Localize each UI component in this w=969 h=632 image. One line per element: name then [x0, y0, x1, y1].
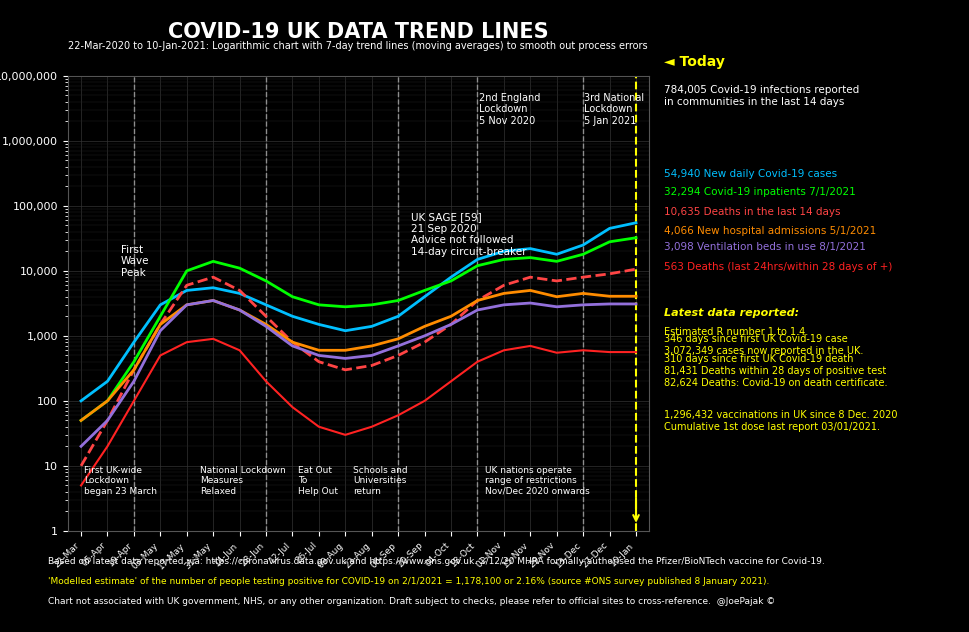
Text: Latest data reported:: Latest data reported: [664, 308, 798, 318]
Text: 563 Deaths (last 24hrs/within 28 days of +): 563 Deaths (last 24hrs/within 28 days of… [664, 262, 892, 272]
Text: Estimated R number 1 to 1.4.: Estimated R number 1 to 1.4. [664, 327, 808, 337]
Text: Schools and
Universities
return: Schools and Universities return [354, 466, 408, 495]
Text: 346 days since first UK Covid-19 case
3,072,349 cases now reported in the UK.: 346 days since first UK Covid-19 case 3,… [664, 334, 863, 356]
Text: 4,066 New hospital admissions 5/1/2021: 4,066 New hospital admissions 5/1/2021 [664, 226, 876, 236]
Text: First
Wave
Peak: First Wave Peak [121, 245, 149, 278]
Text: National Lockdown
Measures
Relaxed: National Lockdown Measures Relaxed [200, 466, 286, 495]
Text: ◄ Today: ◄ Today [664, 56, 725, 70]
Text: 1,296,432 vaccinations in UK since 8 Dec. 2020
Cumulative 1st dose last report 0: 1,296,432 vaccinations in UK since 8 Dec… [664, 410, 897, 432]
Text: First UK-wide
Lockdown
began 23 March: First UK-wide Lockdown began 23 March [83, 466, 157, 495]
Text: 3rd National
Lockdown
5 Jan 2021: 3rd National Lockdown 5 Jan 2021 [584, 93, 644, 126]
Text: 32,294 Covid-19 inpatients 7/1/2021: 32,294 Covid-19 inpatients 7/1/2021 [664, 186, 856, 197]
Text: Eat Out
To
Help Out: Eat Out To Help Out [297, 466, 338, 495]
Text: UK SAGE [59]
21 Sep 2020
Advice not followed
14-day circuit-breaker: UK SAGE [59] 21 Sep 2020 Advice not foll… [412, 212, 527, 257]
Text: 2nd England
Lockdown
5 Nov 2020: 2nd England Lockdown 5 Nov 2020 [479, 93, 540, 126]
Text: 10,635 Deaths in the last 14 days: 10,635 Deaths in the last 14 days [664, 207, 840, 217]
Text: Based on latest data reported via: https://coronavirus.data.gov.uk and https://w: Based on latest data reported via: https… [48, 557, 826, 566]
Text: 54,940 New daily Covid-19 cases: 54,940 New daily Covid-19 cases [664, 169, 837, 179]
Text: UK nations operate
range of restrictions
Nov/Dec 2020 onwards: UK nations operate range of restrictions… [485, 466, 590, 495]
Text: 3,098 Ventilation beds in use 8/1/2021: 3,098 Ventilation beds in use 8/1/2021 [664, 241, 865, 252]
Text: 784,005 Covid-19 infections reported
in communities in the last 14 days: 784,005 Covid-19 infections reported in … [664, 85, 859, 107]
Text: COVID-19 UK DATA TREND LINES: COVID-19 UK DATA TREND LINES [169, 22, 548, 42]
Text: 22-Mar-2020 to 10-Jan-2021: Logarithmic chart with 7-day trend lines (moving ave: 22-Mar-2020 to 10-Jan-2021: Logarithmic … [68, 41, 647, 51]
Text: 310 days since first UK Covid-19 death
81,431 Deaths within 28 days of positive : 310 days since first UK Covid-19 death 8… [664, 355, 888, 387]
Text: 'Modelled estimate' of the number of people testing positive for COVID-19 on 2/1: 'Modelled estimate' of the number of peo… [48, 577, 769, 586]
Text: Chart not associated with UK government, NHS, or any other organization. Draft s: Chart not associated with UK government,… [48, 597, 776, 606]
